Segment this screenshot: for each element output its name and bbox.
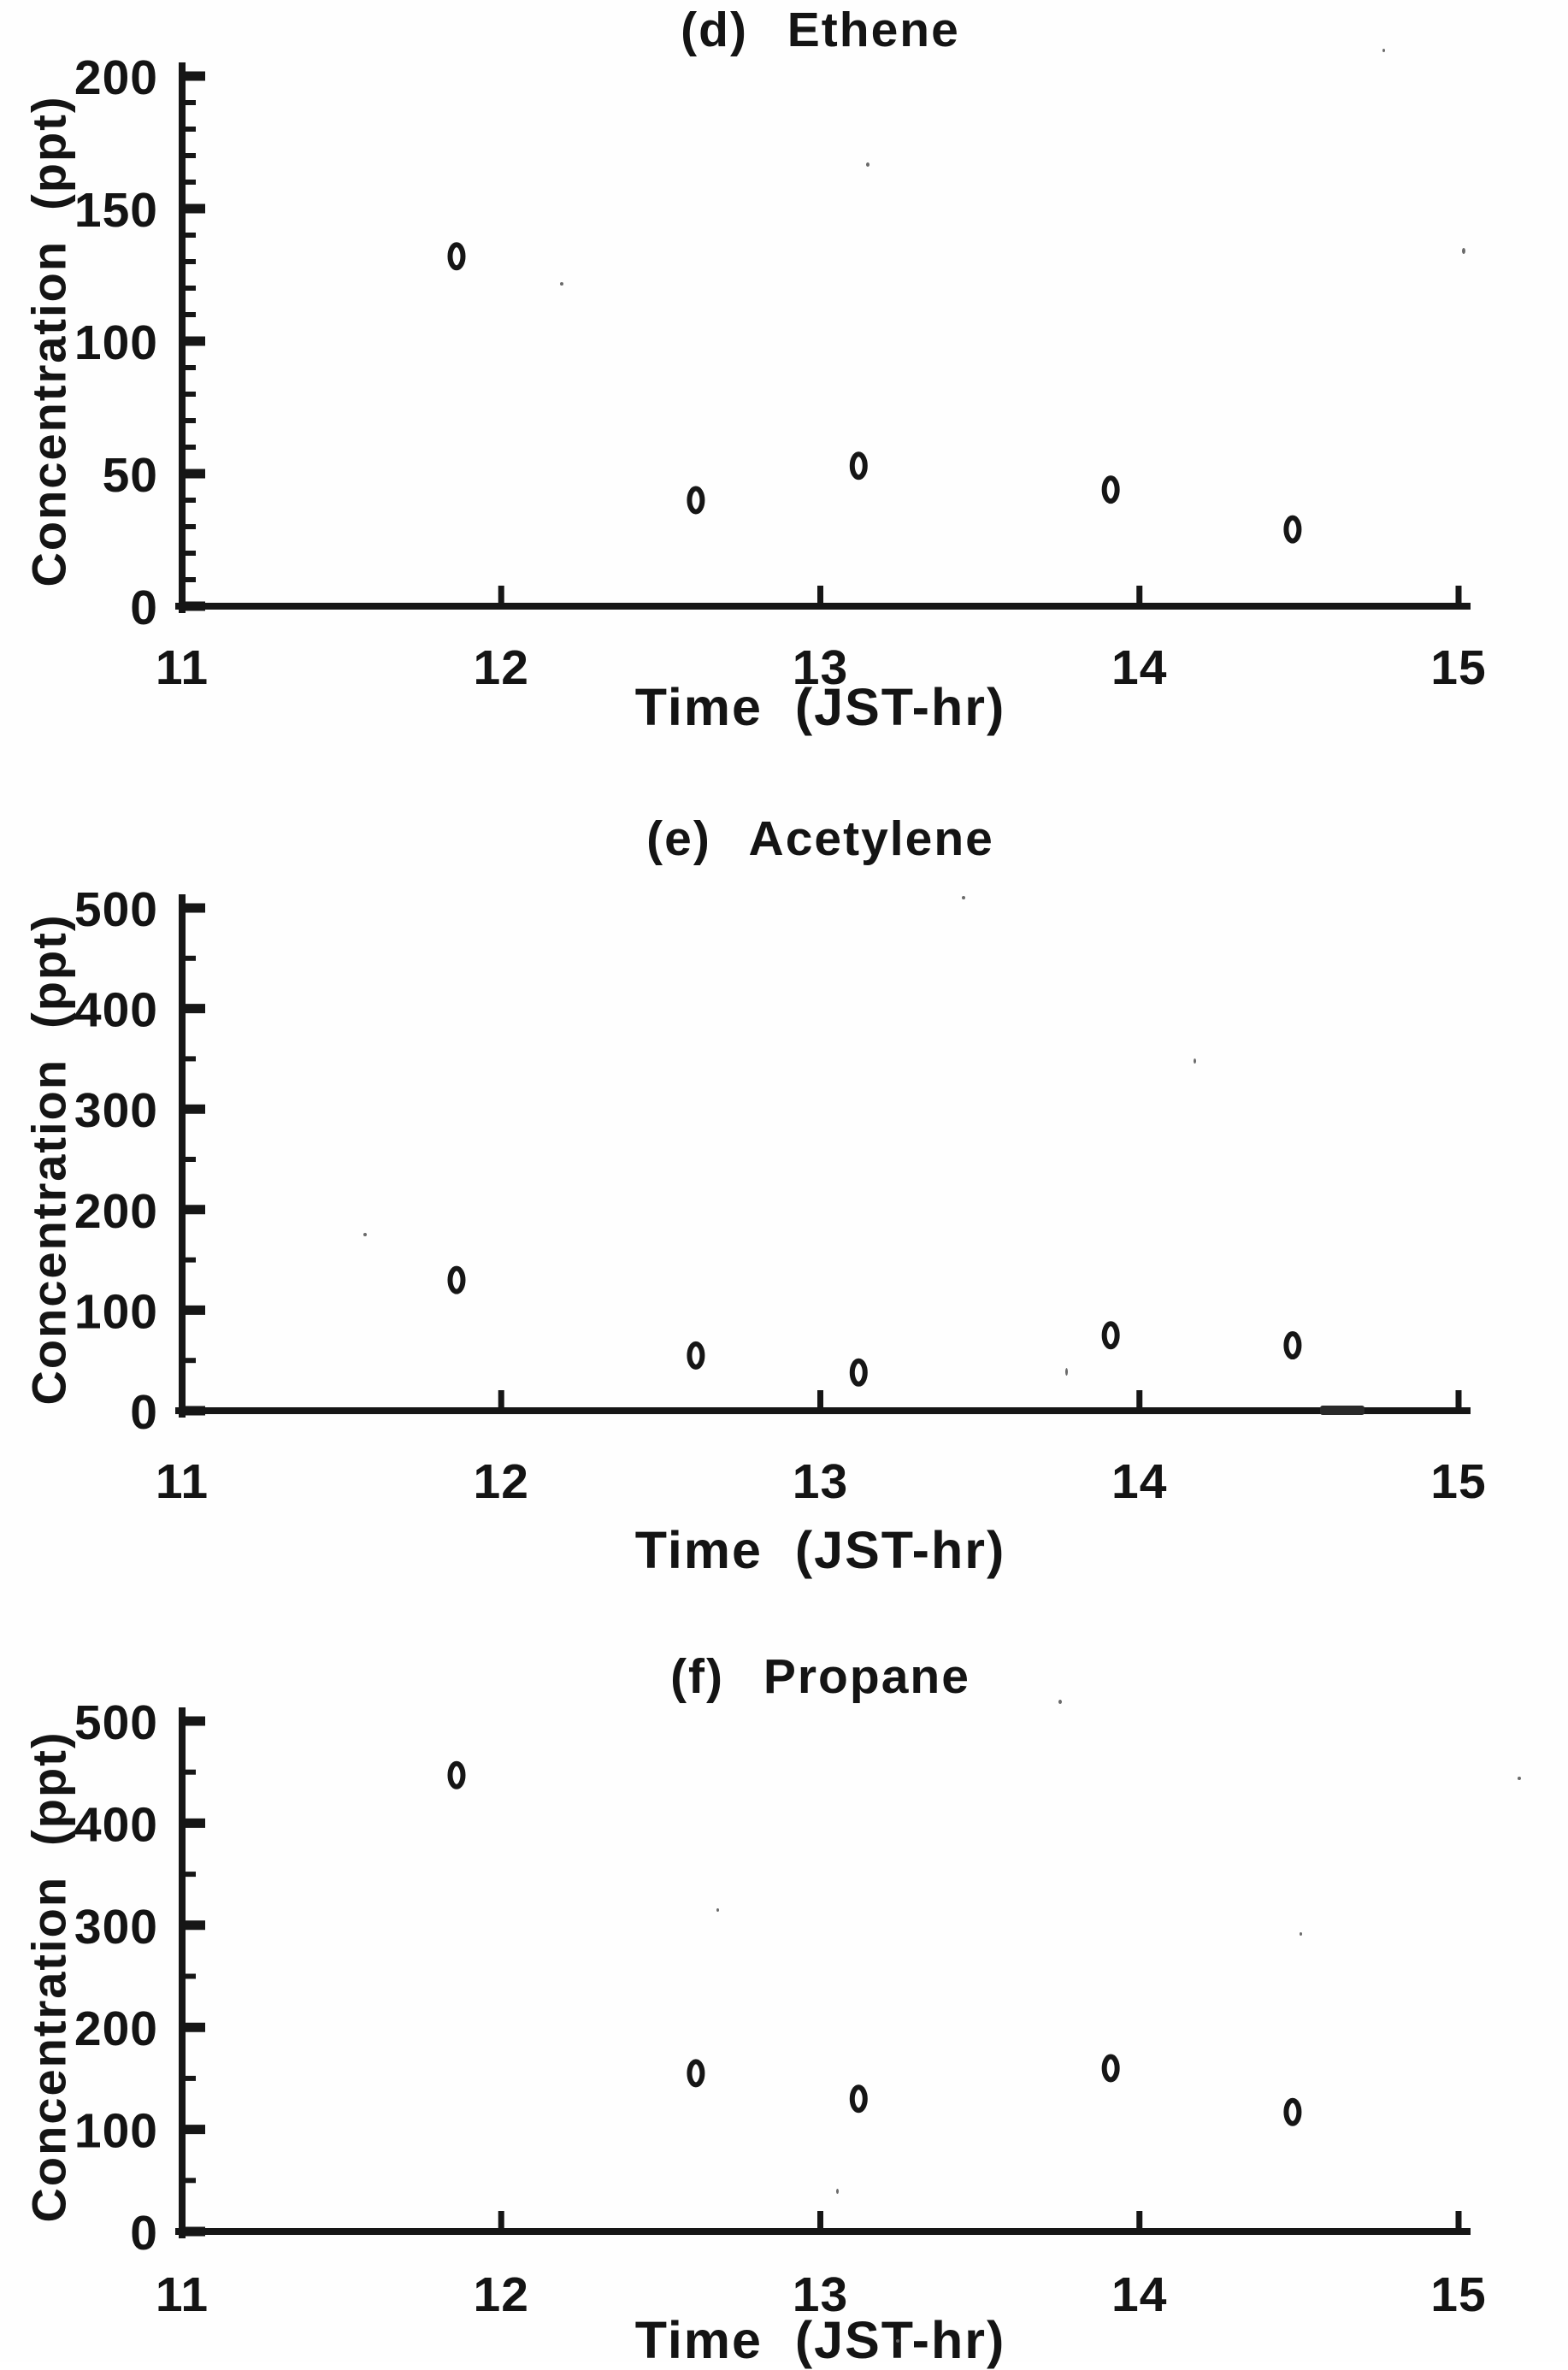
x-tick-label: 11: [156, 2267, 209, 2322]
scan-speck: [560, 282, 563, 286]
y-tick-label: 200: [74, 50, 158, 105]
y-tick-label: 0: [130, 2206, 158, 2261]
y-tick-label: 400: [74, 1797, 158, 1852]
x-tick-label: 13: [793, 1454, 848, 1509]
y-tick-label: 400: [74, 983, 158, 1038]
x-tick-label: 14: [1111, 640, 1167, 695]
data-point: [447, 1760, 466, 1789]
x-tick-label: 12: [474, 1454, 529, 1509]
chart-d-title: (d) Ethene: [681, 3, 960, 57]
y-tick-label: 0: [130, 581, 158, 635]
scan-speck: [1300, 1932, 1302, 1936]
data-point: [687, 2059, 705, 2088]
y-tick-label: 200: [74, 1184, 158, 1239]
scan-speck: [1518, 1777, 1521, 1780]
data-point: [849, 2084, 868, 2114]
chart-f-plot-area: 0 100 200 300 400 500 11 12 13 14 15: [74, 1695, 1486, 2322]
data-point: [1283, 515, 1302, 544]
scan-speck: [962, 896, 965, 899]
chart-e-acetylene: (e) Acetylene Concentration (ppt) 0 100 20…: [0, 769, 1568, 1599]
x-tick-label: 13: [793, 640, 848, 695]
scan-speck: [866, 162, 869, 167]
chart-e-x-axis-label: Time (JST-hr): [634, 1521, 1006, 1579]
data-point: [687, 1341, 705, 1370]
scan-speck: [896, 2339, 899, 2343]
y-tick-label: 300: [74, 1083, 158, 1138]
data-point: [849, 451, 868, 480]
x-tick-label: 11: [156, 1454, 209, 1509]
chart-d-ethene: (d) Ethene Concentration (ppt) 0 50 100 150…: [0, 0, 1568, 769]
data-point: [447, 242, 466, 271]
data-point: [447, 1265, 466, 1294]
scan-speck: [1462, 248, 1465, 254]
y-tick-label: 500: [74, 1695, 158, 1750]
y-tick-label: 100: [74, 1284, 158, 1339]
x-tick-label: 14: [1111, 2267, 1167, 2322]
x-tick-label: 14: [1111, 1454, 1167, 1509]
chart-f-propane: (f) Propane Concentration (ppt) 0 100 200 3…: [0, 1599, 1568, 2369]
chart-f-x-axis-label: Time (JST-hr): [634, 2311, 1006, 2369]
data-point: [1101, 2054, 1120, 2083]
y-tick-label: 500: [74, 882, 158, 937]
scan-speck: [1065, 1368, 1068, 1376]
y-tick-label: 100: [74, 315, 158, 370]
scan-speck: [1058, 1700, 1062, 1704]
x-tick-label: 12: [474, 2267, 529, 2322]
scan-speck: [1382, 49, 1385, 52]
chart-e-title: (e) Acetylene: [646, 811, 994, 866]
x-tick-label: 15: [1430, 1454, 1486, 1509]
data-point: [1101, 1321, 1120, 1350]
data-point: [1101, 475, 1120, 504]
x-tick-label: 15: [1430, 2267, 1486, 2322]
scan-speck: [836, 2189, 839, 2194]
chart-e-plot-area: 0 100 200 300 400 500 11 12 13 14 15: [74, 882, 1486, 1509]
chart-f-title: (f) Propane: [670, 1649, 970, 1704]
y-tick-label: 0: [130, 1385, 158, 1440]
chart-d-plot-area: 0 50 100 150 200 11 12 13 14 15: [74, 50, 1486, 695]
chart-d-x-axis-label: Time (JST-hr): [634, 678, 1006, 736]
y-tick-label: 150: [74, 183, 158, 238]
y-tick-label: 50: [103, 448, 158, 503]
x-tick-label: 15: [1430, 640, 1486, 695]
scan-speck: [1194, 1058, 1196, 1064]
data-point: [687, 486, 705, 515]
y-tick-label: 200: [74, 2002, 158, 2056]
data-point: [1283, 1331, 1302, 1360]
y-tick-label: 100: [74, 2104, 158, 2159]
x-tick-label: 11: [156, 640, 209, 695]
y-tick-label: 300: [74, 1900, 158, 1954]
x-tick-label: 13: [793, 2267, 848, 2322]
x-tick-label: 12: [474, 640, 529, 695]
data-point: [1283, 2097, 1302, 2126]
scan-speck: [716, 1908, 719, 1912]
scan-smudge: [1320, 1406, 1365, 1415]
scan-speck: [363, 1233, 367, 1236]
data-point: [849, 1358, 868, 1387]
